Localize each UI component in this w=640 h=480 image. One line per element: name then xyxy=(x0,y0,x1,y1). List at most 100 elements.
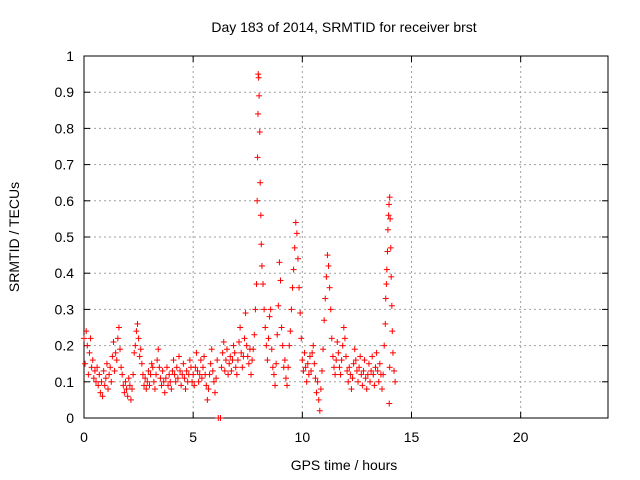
data-point xyxy=(277,277,284,284)
data-point xyxy=(384,248,391,255)
data-point xyxy=(118,364,125,371)
data-point xyxy=(214,357,221,364)
data-point xyxy=(144,378,151,385)
y-tick-label: 0.7 xyxy=(55,157,75,173)
data-point xyxy=(264,357,271,364)
data-point xyxy=(224,346,231,353)
data-point xyxy=(358,371,365,378)
data-point xyxy=(132,342,139,349)
data-point xyxy=(85,371,92,378)
data-point xyxy=(203,382,210,389)
data-point xyxy=(127,396,134,403)
data-point xyxy=(242,310,249,317)
data-point xyxy=(299,357,306,364)
data-point xyxy=(169,367,176,374)
data-point xyxy=(339,342,346,349)
data-point xyxy=(156,364,163,371)
data-point xyxy=(355,378,362,385)
data-point xyxy=(261,306,268,313)
data-point xyxy=(113,357,120,364)
data-point xyxy=(389,328,396,335)
data-point xyxy=(356,364,363,371)
data-point xyxy=(159,367,166,374)
data-point xyxy=(321,317,328,324)
data-point xyxy=(119,371,126,378)
data-point xyxy=(88,364,95,371)
data-point xyxy=(219,349,226,356)
data-point xyxy=(138,360,145,367)
data-point xyxy=(284,382,291,389)
data-point xyxy=(191,382,198,389)
data-point xyxy=(382,320,389,327)
data-point xyxy=(290,266,297,273)
data-point xyxy=(231,349,238,356)
data-point xyxy=(98,378,105,385)
data-point xyxy=(112,349,119,356)
data-point xyxy=(146,382,153,389)
data-point xyxy=(170,357,177,364)
data-point xyxy=(83,328,90,335)
data-point xyxy=(381,342,388,349)
data-point xyxy=(168,386,175,393)
data-point xyxy=(285,364,292,371)
data-point xyxy=(149,364,156,371)
data-point xyxy=(217,415,224,421)
chart-title: Day 183 of 2014, SRMTID for receiver brs… xyxy=(211,19,476,35)
data-point xyxy=(115,324,122,331)
data-point xyxy=(344,367,351,374)
y-tick-label: 1 xyxy=(66,48,74,64)
data-point xyxy=(350,360,357,367)
data-point xyxy=(383,281,390,288)
data-point xyxy=(323,273,330,280)
data-point xyxy=(255,110,262,117)
data-point xyxy=(386,364,393,371)
data-point xyxy=(130,371,137,378)
data-point xyxy=(183,367,190,374)
data-point xyxy=(99,393,106,400)
data-point xyxy=(122,378,129,385)
data-point xyxy=(373,349,380,356)
data-point xyxy=(250,346,257,353)
data-point xyxy=(101,382,108,389)
data-point xyxy=(345,378,352,385)
data-point xyxy=(363,386,370,393)
data-point xyxy=(199,364,206,371)
data-point xyxy=(320,346,327,353)
data-point xyxy=(335,349,342,356)
data-point xyxy=(171,371,178,378)
data-point xyxy=(328,335,335,342)
data-point xyxy=(352,357,359,364)
data-point xyxy=(380,371,387,378)
data-point xyxy=(369,353,376,360)
data-point xyxy=(312,375,319,382)
data-point xyxy=(172,378,179,385)
data-point xyxy=(333,357,340,364)
data-point xyxy=(225,371,232,378)
data-point xyxy=(303,378,310,385)
data-point xyxy=(310,342,317,349)
data-point xyxy=(239,364,246,371)
data-point xyxy=(123,386,130,393)
data-point xyxy=(245,360,252,367)
data-point xyxy=(255,74,262,81)
data-point xyxy=(253,281,260,288)
data-point xyxy=(181,375,188,382)
data-point xyxy=(391,367,398,374)
data-point xyxy=(84,342,91,349)
data-point xyxy=(221,367,228,374)
data-point xyxy=(258,262,265,269)
data-point xyxy=(265,335,272,342)
data-point xyxy=(166,371,173,378)
y-tick-label: 0 xyxy=(66,410,74,426)
data-point xyxy=(207,360,214,367)
data-point xyxy=(94,364,101,371)
data-point xyxy=(359,382,366,389)
data-point xyxy=(336,364,343,371)
data-point xyxy=(249,357,256,364)
data-point xyxy=(272,382,279,389)
data-point xyxy=(330,364,337,371)
data-point xyxy=(326,284,333,291)
data-point xyxy=(287,328,294,335)
y-tick-label: 0.8 xyxy=(55,120,75,136)
